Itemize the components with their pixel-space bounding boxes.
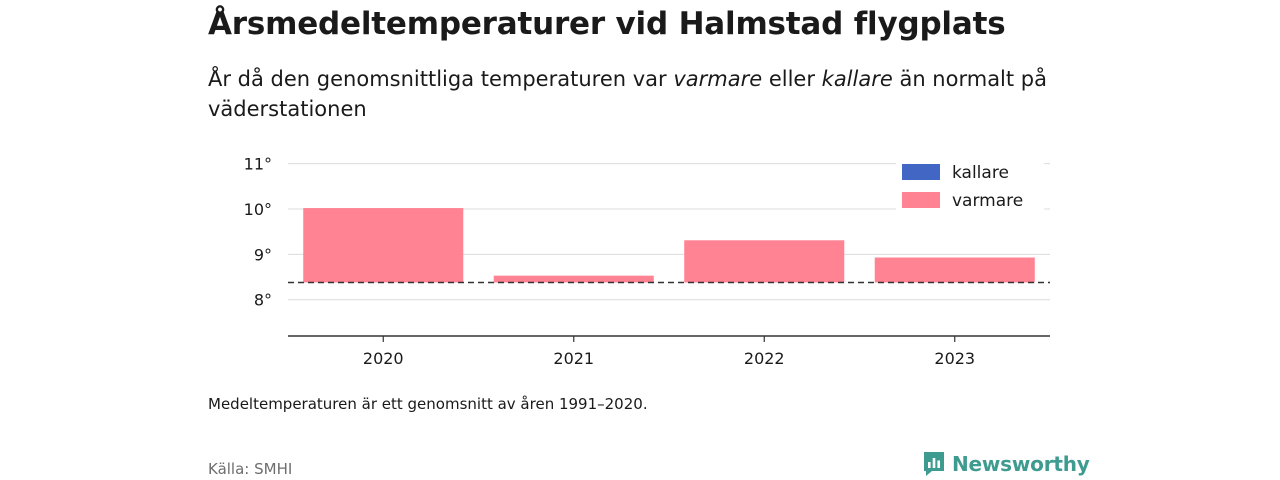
source-label: Källa: SMHI	[208, 460, 293, 478]
x-tick-label: 2020	[363, 349, 404, 368]
chart-note: Medeltemperaturen är ett genomsnitt av å…	[208, 395, 648, 413]
bar-2023	[874, 257, 1035, 283]
subtitle-warmer: varmare	[673, 67, 763, 91]
y-tick-label: 9°	[254, 245, 272, 264]
newsworthy-logo-icon	[924, 452, 944, 476]
bar-2020	[303, 208, 464, 283]
brand-name: Newsworthy	[952, 452, 1090, 476]
x-axis-ticks: 2020 2021 2022 2023	[363, 336, 975, 368]
y-axis-ticks: 8° 9° 10° 11°	[244, 155, 272, 310]
chart-container: Årsmedeltemperaturer vid Halmstad flygpl…	[208, 0, 1090, 480]
x-tick-label: 2023	[934, 349, 975, 368]
subtitle-part-1: År då den genomsnittliga temperaturen va…	[208, 67, 674, 91]
subtitle-colder: kallare	[821, 67, 893, 91]
bars	[303, 208, 1035, 283]
subtitle-part-2: eller	[762, 67, 822, 91]
legend-label: kallare	[952, 163, 1009, 183]
legend-swatch	[902, 192, 940, 208]
y-tick-label: 11°	[244, 155, 272, 174]
chart-title: Årsmedeltemperaturer vid Halmstad flygpl…	[208, 6, 1006, 42]
x-tick-label: 2022	[744, 349, 785, 368]
brand-logo: Newsworthy	[922, 450, 1090, 478]
bar-2021	[493, 275, 654, 283]
legend-swatch	[902, 164, 940, 180]
bar-2022	[684, 240, 845, 283]
y-tick-label: 10°	[244, 200, 272, 219]
chart-subtitle: År då den genomsnittliga temperaturen va…	[208, 64, 1058, 124]
legend-label: varmare	[952, 191, 1023, 211]
subtitle-part-3: än normalt på väderstationen	[208, 67, 1047, 121]
y-tick-label: 8°	[254, 291, 272, 310]
bar-chart: 8° 9° 10° 11° 2020 2021 2022 2023 kallare varma…	[244, 152, 1050, 368]
x-tick-label: 2021	[553, 349, 594, 368]
legend: kallare varmare	[896, 152, 1044, 216]
